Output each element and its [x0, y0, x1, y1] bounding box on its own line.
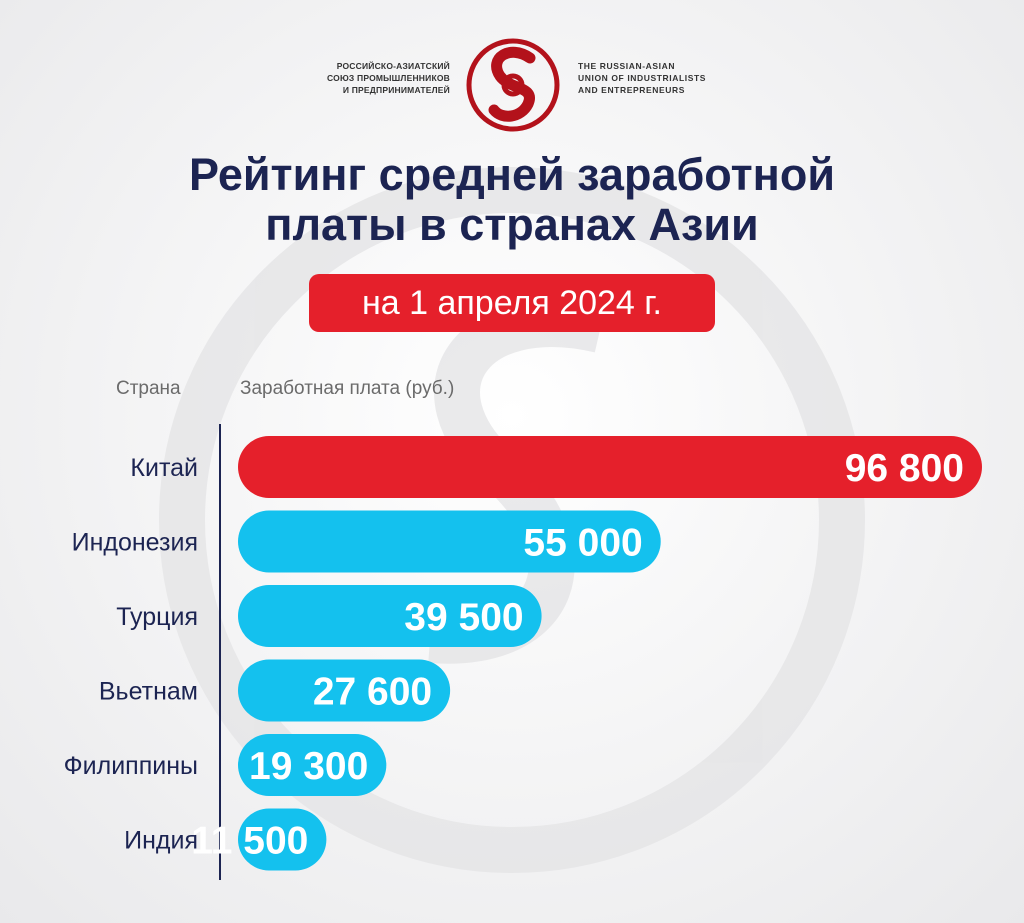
logo-text-ru: РОССИЙСКО-АЗИАТСКИЙ СОЮЗ ПРОМЫШЛЕННИКОВ … — [327, 61, 450, 95]
logo-text-en: THE RUSSIAN-ASIAN UNION OF INDUSTRIALIST… — [578, 61, 707, 95]
category-label: Турция — [116, 603, 198, 631]
title-line-2: платы в странах Азии — [265, 199, 759, 250]
data-label: 96 800 — [845, 447, 964, 490]
data-label: 11 500 — [191, 820, 308, 863]
bar-0 — [238, 436, 982, 498]
bar-3 — [238, 659, 451, 722]
bar-4 — [238, 734, 387, 796]
data-label: 55 000 — [523, 522, 642, 565]
category-label: Индонезия — [72, 529, 198, 557]
chart-title: Рейтинг средней заработной платы в стран… — [0, 150, 1024, 250]
category-label: Индия — [124, 827, 198, 855]
date-badge: на 1 апреля 2024 г. — [309, 274, 715, 332]
category-label: Китай — [130, 454, 198, 482]
x-axis-label: Заработная плата (руб.) — [240, 378, 455, 399]
y-axis-label: Страна — [116, 378, 181, 399]
union-logo-icon — [466, 38, 560, 132]
bar-1 — [238, 510, 661, 573]
category-label: Филиппины — [64, 752, 198, 780]
title-line-1: Рейтинг средней заработной — [188, 149, 836, 200]
bar-5 — [238, 808, 327, 871]
data-label: 39 500 — [404, 596, 523, 639]
category-label: Вьетнам — [99, 678, 198, 706]
data-label: 19 300 — [249, 745, 368, 788]
bar-2 — [238, 585, 542, 647]
data-label: 27 600 — [313, 671, 432, 714]
